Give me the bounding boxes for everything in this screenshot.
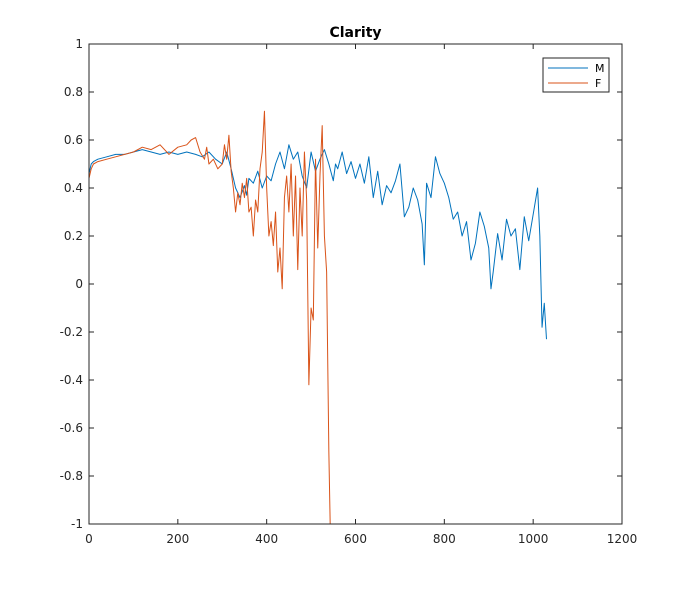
y-tick-label: 0.8 (64, 85, 83, 99)
legend-label-m: M (595, 62, 605, 75)
y-tick-label: 1 (75, 37, 83, 51)
y-tick-label: -0.6 (60, 421, 83, 435)
y-tick-label: 0.6 (64, 133, 83, 147)
x-tick-label: 400 (255, 532, 278, 546)
x-tick-label: 800 (433, 532, 456, 546)
x-tick-label: 200 (166, 532, 189, 546)
y-tick-label: -0.2 (60, 325, 83, 339)
legend-box (542, 57, 610, 93)
y-tick-label: -0.8 (60, 469, 83, 483)
series-line-f (89, 110, 331, 524)
y-tick-label: 0 (75, 277, 83, 291)
x-tick-label: 600 (344, 532, 367, 546)
series-layer (89, 110, 547, 524)
axes-layer: 0 200 400 600 800 1000 1200 -1 -0.8 -0.6 -0.4 -0.2 0… (60, 37, 638, 546)
y-tick-label: 0.2 (64, 229, 83, 243)
x-tick-label: 0 (85, 532, 93, 546)
series-line-m (89, 144, 547, 340)
y-tick-label: -0.4 (60, 373, 83, 387)
chart-title: Clarity (329, 25, 381, 41)
legend-label-f: F (595, 77, 601, 90)
legend: MF (542, 57, 610, 93)
plot-area (89, 44, 622, 524)
x-tick-label: 1000 (518, 532, 549, 546)
y-tick-label: 0.4 (64, 181, 83, 195)
y-tick-label: -1 (71, 517, 83, 531)
x-tick-label: 1200 (607, 532, 638, 546)
